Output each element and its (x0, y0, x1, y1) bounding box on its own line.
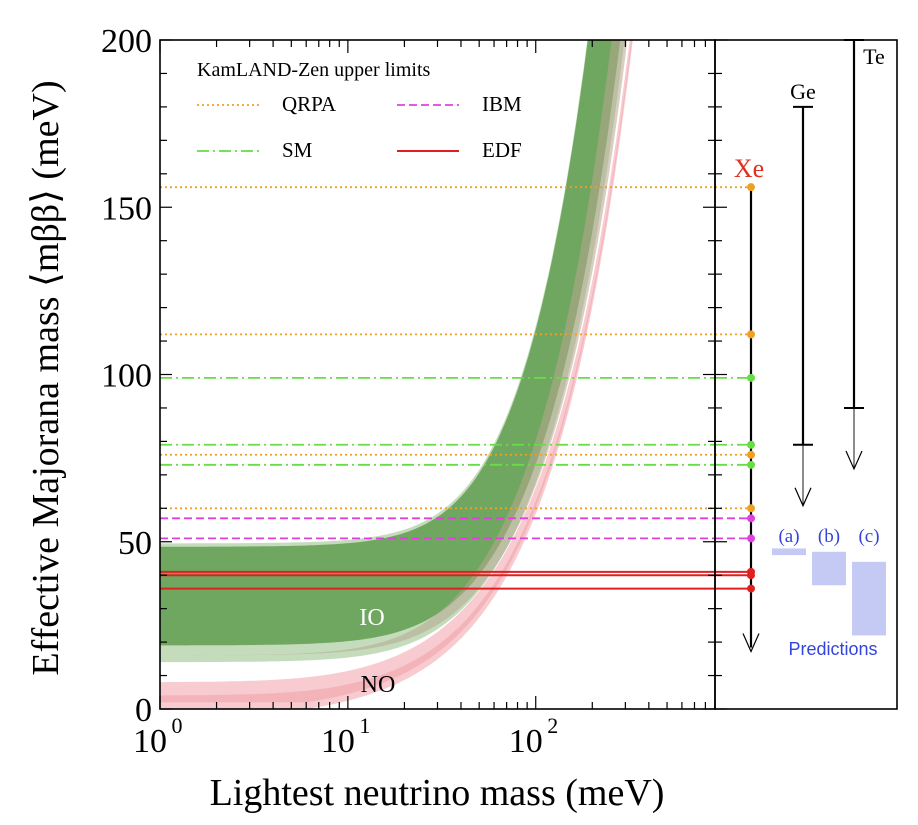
y-tick-label: 50 (118, 525, 152, 562)
band-io (160, 40, 621, 646)
isotope-label-te: Te (863, 44, 885, 69)
xe-limit-dot (747, 460, 755, 469)
band-no-outer (160, 40, 633, 709)
xe-limit-dot (747, 450, 755, 459)
x-axis-label: Lightest neutrino mass (meV) (210, 772, 665, 814)
xe-limit-dot (747, 373, 755, 382)
legend-label-edf: EDF (482, 138, 522, 162)
prediction-label: (a) (778, 526, 799, 547)
x-tick-exponent: 0 (172, 713, 183, 738)
predictions-title: Predictions (788, 639, 877, 659)
y-axis-label: Effective Majorana mass ⟨mββ⟩ (meV) (25, 80, 67, 675)
legend: KamLAND-Zen upper limits QRPA IBM SM EDF (197, 59, 522, 162)
prediction-label: (c) (858, 526, 879, 547)
band-label-no: NO (361, 672, 396, 698)
legend-label-sm: SM (282, 138, 313, 162)
down-arrow-icon (845, 450, 863, 471)
axis-labels: Lightest neutrino mass (meV) Effective Ma… (25, 80, 664, 814)
down-arrow-icon (794, 487, 812, 508)
xe-limit-dot (747, 440, 755, 449)
xe-limit-dot (747, 504, 755, 513)
x-tick-label: 10 (321, 723, 355, 760)
legend-title: KamLAND-Zen upper limits (197, 59, 430, 81)
xe-limit-dot (747, 571, 755, 580)
x-tick-exponent: 2 (547, 713, 558, 738)
legend-label-qrpa: QRPA (282, 92, 337, 116)
y-tick-label: 0 (135, 692, 152, 729)
x-tick-label: 10 (133, 723, 167, 760)
x-tick-label: 10 (509, 723, 543, 760)
x-tick-exponent: 1 (359, 713, 370, 738)
prediction-box (852, 561, 886, 636)
xe-arrow-icon (742, 633, 760, 653)
y-tick-label: 150 (101, 190, 152, 227)
isotope-panel: Xe Ge Te (a) (b) (c) Predictions (715, 39, 886, 659)
isotope-label-ge: Ge (790, 79, 816, 104)
y-tick-label: 100 (101, 358, 152, 395)
xe-limit-dot (747, 514, 755, 523)
isotope-label-xe: Xe (734, 154, 764, 183)
y-tick-label: 200 (101, 23, 152, 60)
xe-limit-dot (747, 584, 755, 593)
legend-label-ibm: IBM (482, 92, 522, 116)
xe-limit-dot (747, 534, 755, 543)
prediction-box (772, 548, 806, 556)
prediction-label: (b) (818, 526, 840, 547)
band-label-io: IO (359, 605, 384, 631)
xe-limit-dot (747, 183, 755, 192)
prediction-box (812, 551, 846, 586)
bands: IO NO (160, 40, 633, 709)
limit-lines (160, 186, 715, 590)
xe-limit-dot (747, 330, 755, 339)
